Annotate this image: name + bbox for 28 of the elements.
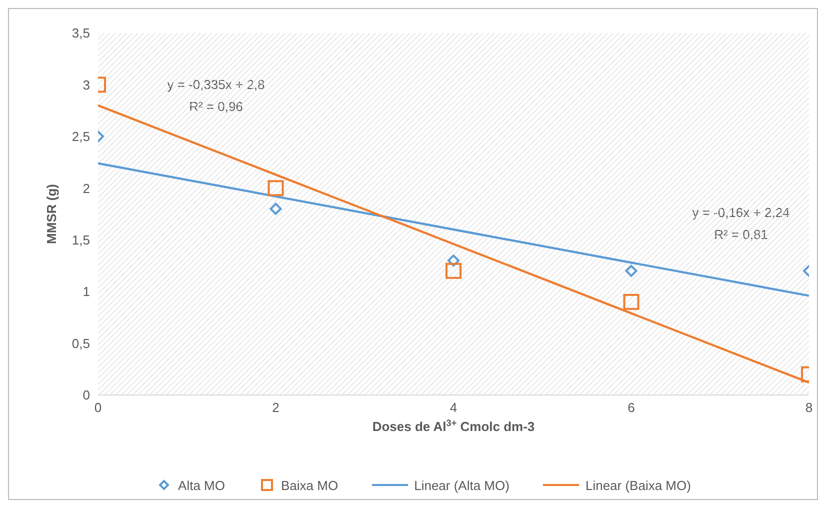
y-tick-label: 3,5: [72, 26, 90, 41]
legend-label: Linear (Baixa MO): [585, 478, 691, 492]
point: [623, 294, 640, 310]
y-axis-title: MMSR (g): [44, 184, 59, 244]
x-tick-label: 0: [94, 400, 102, 416]
legend-label: Baixa MO: [281, 478, 338, 492]
x-axis-title: Doses de Al$^{3+}$ Cmolc dm-3: [372, 418, 535, 434]
point: [446, 262, 462, 279]
y-tick-label: 3: [82, 77, 90, 92]
y-tick-label: 1: [82, 284, 90, 300]
annotation: R² = 0,96: [189, 99, 243, 114]
legend-label: Alta MO: [178, 478, 226, 492]
y-tick-label: 2,5: [72, 129, 90, 144]
point: [448, 254, 460, 267]
legend-label: Linear (Alta MO): [414, 478, 510, 492]
x-tick-label: 2: [272, 400, 280, 416]
point: [625, 264, 638, 277]
x-tick-label: 8: [805, 400, 813, 416]
y-tick-label: 0: [82, 388, 90, 403]
x-tick-label: 6: [628, 400, 635, 416]
y-tick-label: 2: [82, 180, 90, 196]
annotation: y = -0,16x + 2,24: [692, 205, 790, 220]
x-tick-label: 4: [450, 400, 458, 416]
y-tick-label: 1,5: [72, 232, 90, 248]
annotation: y = -0,335x + 2,8: [167, 77, 265, 92]
line-series: [98, 162, 809, 297]
annotation: R² = 0,81: [714, 227, 768, 242]
y-tick-label: 0,5: [72, 336, 90, 351]
